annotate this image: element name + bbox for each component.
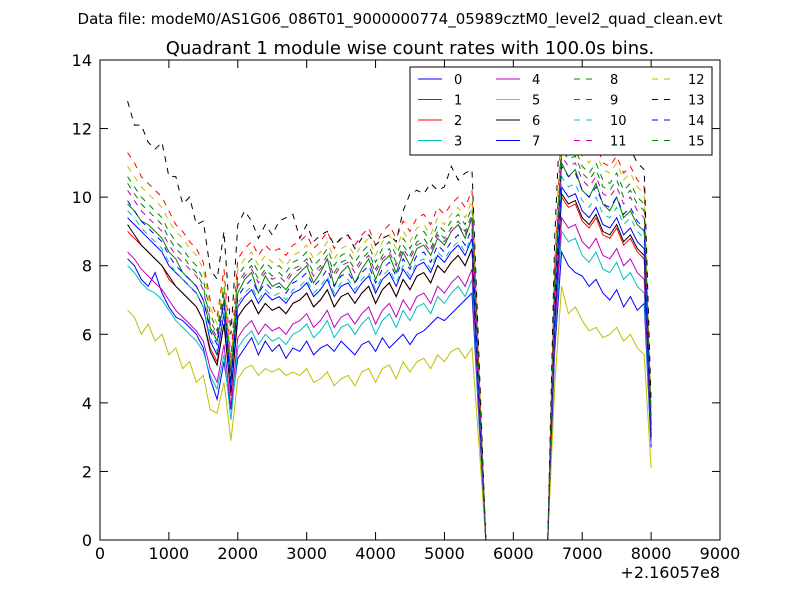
axes-layer: 0 1000 2000 3000 4000 5000 6000 7000 8000 9000 0 2 4… [72, 51, 741, 563]
legend-label-7: 7 [532, 135, 540, 150]
series-line-1 [127, 160, 652, 541]
legend-label-9: 9 [610, 94, 618, 109]
x-tick-label: 4000 [355, 544, 396, 563]
x-axis-offset-label: +2.16057e8 [620, 563, 720, 582]
legend-label-1: 1 [454, 94, 462, 109]
x-tick-label: 0 [95, 544, 105, 563]
legend-label-14: 14 [688, 114, 705, 129]
series-line-5 [127, 286, 652, 541]
x-tick-label: 5000 [424, 544, 465, 563]
chart-title: Quadrant 1 module wise count rates with … [166, 38, 655, 59]
y-tick-label: 6 [82, 325, 92, 344]
x-tick-label: 6000 [493, 544, 534, 563]
x-tick-label: 2000 [217, 544, 258, 563]
legend-label-2: 2 [454, 114, 462, 129]
series-line-13 [127, 83, 652, 541]
series-line-3 [127, 229, 652, 541]
legend-label-4: 4 [532, 73, 540, 88]
y-tick-label: 2 [82, 462, 92, 481]
legend-label-12: 12 [688, 73, 705, 88]
x-tick-label: 3000 [286, 544, 327, 563]
x-tick-label: 1000 [149, 544, 190, 563]
y-tick-label: 8 [82, 257, 92, 276]
y-tick-label: 10 [72, 188, 92, 207]
series-line-12 [127, 130, 652, 541]
y-tick-label: 14 [72, 51, 92, 70]
series-line-9 [127, 119, 652, 541]
series-line-11 [127, 154, 652, 541]
legend-label-11: 11 [610, 135, 627, 150]
y-tick-label: 4 [82, 394, 92, 413]
y-tick-label: 12 [72, 120, 92, 139]
series-line-6 [127, 192, 652, 541]
x-tick-label: 8000 [631, 544, 672, 563]
plot-frame [99, 59, 721, 541]
legend-label-5: 5 [532, 94, 540, 109]
legend-label-0: 0 [454, 73, 462, 88]
series-line-15 [127, 147, 652, 541]
legend-label-3: 3 [454, 135, 462, 150]
legend-label-8: 8 [610, 73, 618, 88]
chart-suptitle: Data file: modeM0/AS1G06_086T01_90000007… [78, 10, 723, 29]
series-line-0 [127, 250, 652, 541]
x-tick-label: 9000 [700, 544, 741, 563]
legend-box [409, 66, 713, 156]
series-line-10 [127, 175, 652, 541]
y-tick-label: 0 [82, 531, 92, 550]
series-line-14 [127, 164, 652, 541]
x-tick-label: 7000 [562, 544, 603, 563]
legend-label-10: 10 [610, 114, 627, 129]
legend-label-6: 6 [532, 114, 540, 129]
legend-label-13: 13 [688, 94, 705, 109]
legend-label-15: 15 [688, 135, 705, 150]
series-line-4 [127, 216, 652, 541]
series-line-7 [127, 185, 652, 541]
